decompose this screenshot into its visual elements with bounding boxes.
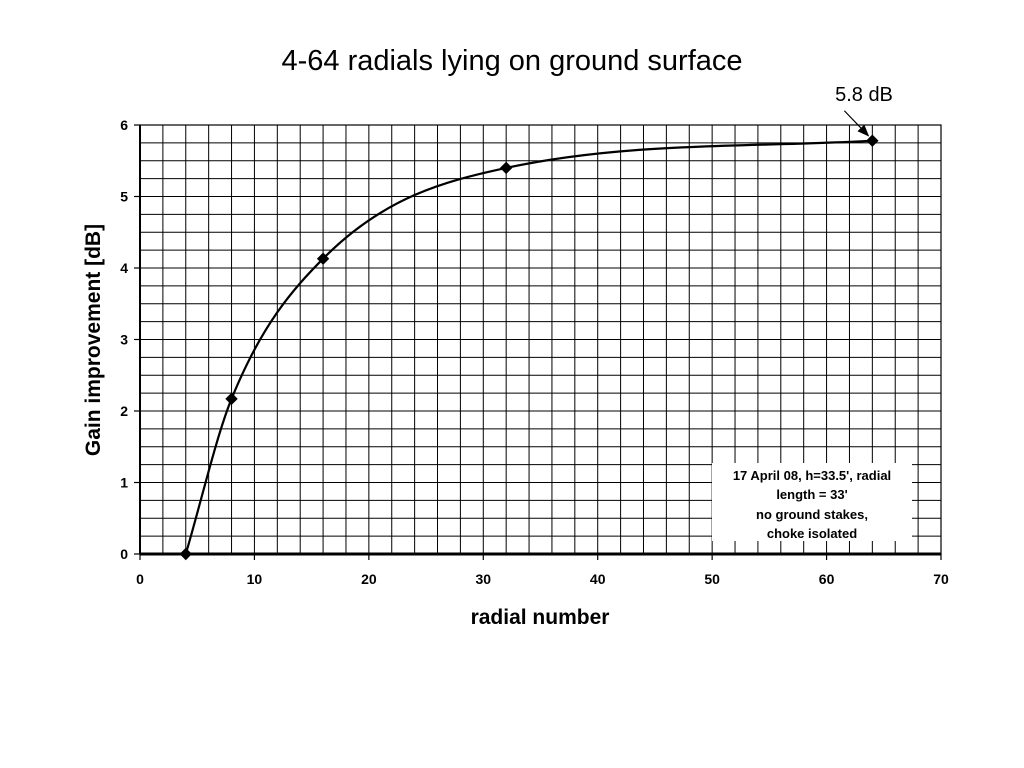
y-tick-label: 4	[120, 260, 128, 276]
x-tick-label: 0	[136, 571, 144, 587]
callout-label: 5.8 dB	[835, 84, 893, 106]
note-box: 17 April 08, h=33.5', radial length = 33…	[712, 463, 912, 541]
x-tick-label: 20	[361, 571, 377, 587]
data-point-marker	[866, 134, 879, 147]
y-tick-labels: 0 1 2 3 4 5 6	[120, 117, 128, 562]
y-tick-label: 0	[120, 546, 128, 562]
x-tick-label: 70	[933, 571, 949, 587]
series-markers	[179, 134, 879, 561]
y-tick-label: 3	[120, 332, 128, 348]
series-line	[184, 139, 873, 555]
y-axis-label: Gain improvement [dB]	[82, 224, 105, 456]
x-axis-label: radial number	[471, 606, 610, 629]
data-point-marker	[499, 161, 513, 175]
note-line-4: choke isolated	[767, 526, 857, 541]
y-tick-label: 6	[120, 117, 128, 133]
y-tick-label: 1	[120, 475, 128, 491]
y-tick-label: 2	[120, 403, 128, 419]
data-point-marker	[316, 252, 330, 265]
note-line-1: 17 April 08, h=33.5', radial	[733, 468, 891, 483]
data-point-marker	[225, 392, 238, 406]
y-tick-label: 5	[120, 189, 128, 205]
x-tick-label: 60	[819, 571, 835, 587]
chart-title: 4-64 radials lying on ground surface	[281, 45, 742, 77]
note-box-bg	[712, 463, 912, 541]
axis-ticks	[134, 124, 942, 560]
note-line-2: length = 33'	[776, 487, 847, 502]
data-point-marker	[179, 547, 192, 561]
x-tick-label: 50	[704, 571, 720, 587]
note-line-3: no ground stakes,	[756, 507, 868, 522]
x-tick-label: 30	[475, 571, 491, 587]
x-tick-labels: 0 10 20 30 40 50 60 70	[136, 571, 949, 587]
callout-arrow	[843, 110, 870, 137]
x-tick-label: 40	[590, 571, 606, 587]
x-tick-label: 10	[247, 571, 263, 587]
